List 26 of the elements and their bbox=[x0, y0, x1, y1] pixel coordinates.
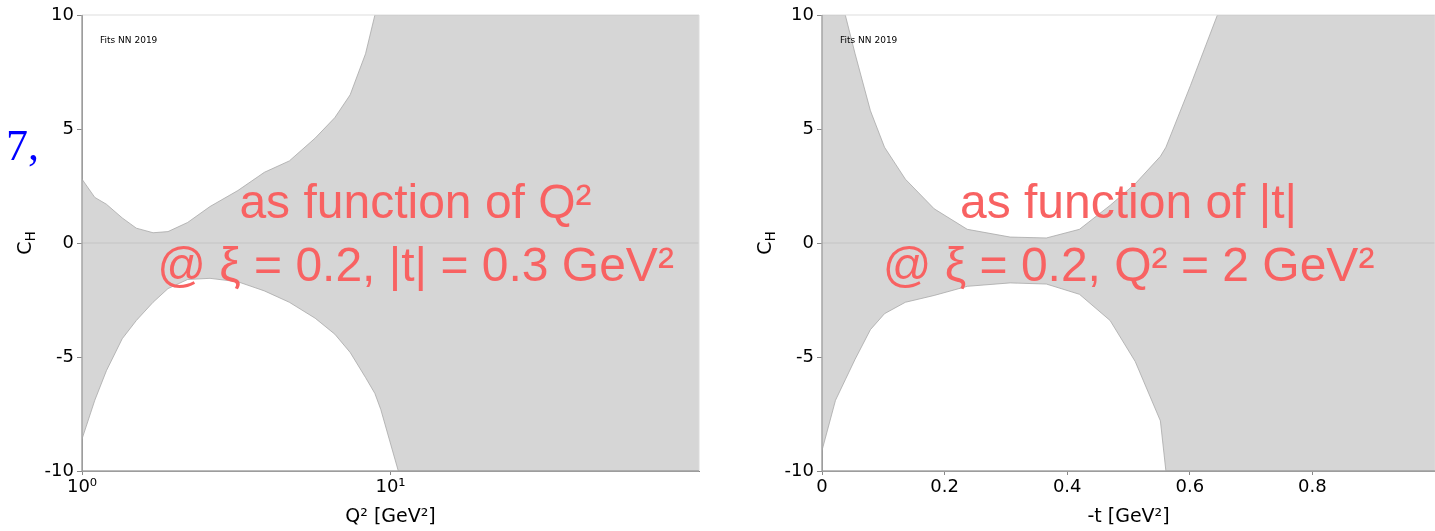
annotation: as function of Q² bbox=[239, 175, 592, 229]
annotation: @ ξ = 0.2, |t| = 0.3 GeV² bbox=[157, 238, 674, 292]
y-tick-label: 5 bbox=[62, 116, 74, 138]
y-axis-title: CH bbox=[752, 231, 779, 255]
x-axis-title: Q² [GeV²] bbox=[345, 503, 436, 526]
annotation: Fits NN 2019 bbox=[840, 35, 898, 46]
y-tick-label: 10 bbox=[51, 2, 74, 24]
y-axis-title: CH bbox=[12, 231, 39, 255]
y-tick-label: 5 bbox=[802, 116, 814, 138]
annotation: as function of |t| bbox=[959, 175, 1298, 229]
y-tick-label: 10 bbox=[791, 2, 814, 24]
annotation: @ ξ = 0.2, Q² = 2 GeV² bbox=[882, 238, 1375, 292]
annotation: Fits NN 2019 bbox=[100, 35, 158, 46]
y-tick-label: -5 bbox=[796, 344, 814, 366]
y-tick-label: 0 bbox=[62, 230, 74, 252]
x-tick-label: 0.2 bbox=[930, 475, 959, 497]
text: 7, bbox=[6, 120, 39, 170]
y-tick-label: -10 bbox=[784, 458, 814, 480]
x-tick-label: 0.8 bbox=[1298, 475, 1327, 497]
x-tick-label: 0.4 bbox=[1052, 475, 1082, 497]
x-tick-label: 10¹ bbox=[375, 475, 406, 497]
x-tick-label: 0 bbox=[816, 475, 828, 497]
x-tick-label: 0.6 bbox=[1175, 475, 1205, 497]
x-axis-title: -t [GeV²] bbox=[1087, 503, 1170, 526]
y-tick-label: 0 bbox=[802, 230, 814, 252]
y-tick-label: -5 bbox=[56, 344, 74, 366]
